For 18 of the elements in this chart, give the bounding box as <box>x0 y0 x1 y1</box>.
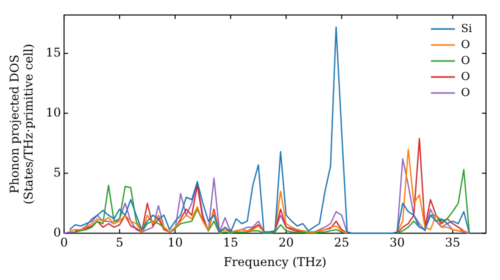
x-tick-label: 20 <box>278 236 294 250</box>
legend-label: O <box>460 38 470 51</box>
y-tick-label: 0 <box>53 225 62 240</box>
y-tick-label: 10 <box>46 105 62 120</box>
x-tick-label: 15 <box>222 236 238 250</box>
legend-label: O <box>460 86 470 99</box>
y-tick-label: 15 <box>46 45 62 60</box>
legend-label: O <box>460 70 470 83</box>
x-axis-title: Frequency (THz) <box>224 254 326 269</box>
x-tick-label: 10 <box>167 236 183 250</box>
x-tick-label: 30 <box>390 236 405 250</box>
legend-label: O <box>460 54 470 67</box>
y-tick-label: 5 <box>53 165 62 180</box>
x-tick-label: 25 <box>334 236 350 250</box>
legend-label: Si <box>460 22 472 35</box>
x-tick-label: 5 <box>116 236 124 250</box>
y-axis-title: Phonon projected DOS (States/THz·primitive cell) <box>7 44 36 204</box>
x-tick-label: 35 <box>445 236 460 250</box>
